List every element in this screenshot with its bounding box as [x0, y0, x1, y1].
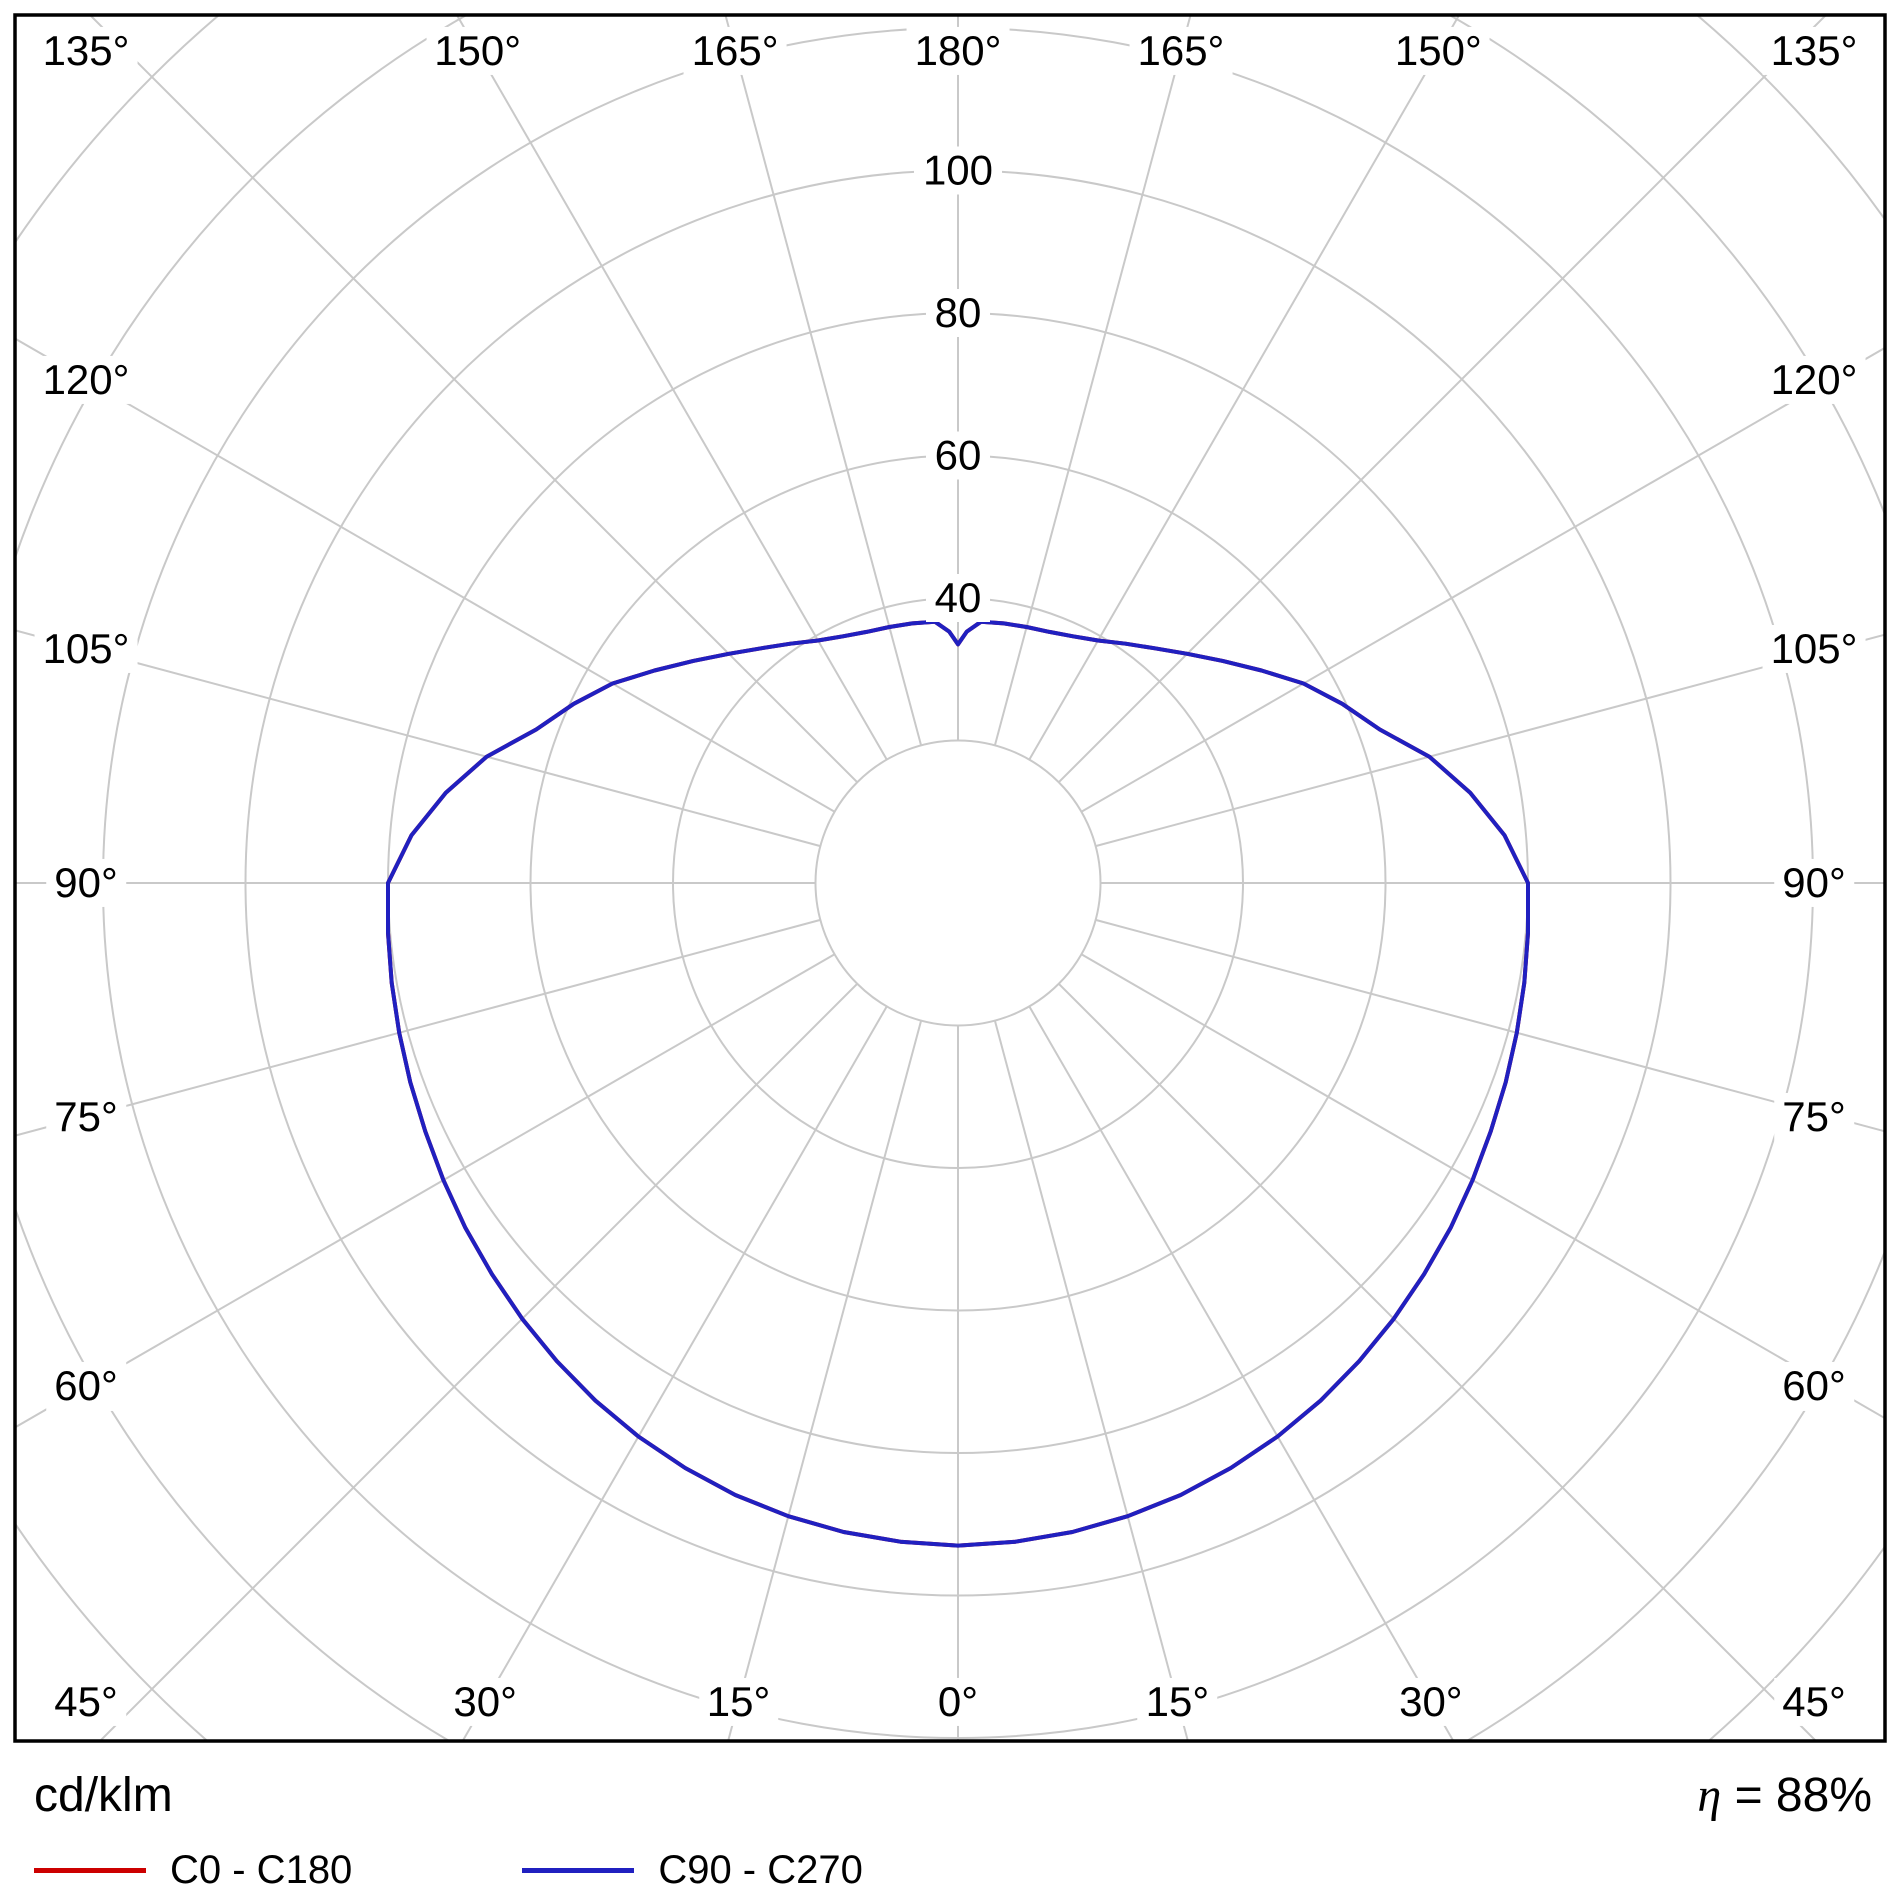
- radial-tick-bg-40: [926, 574, 990, 622]
- grid-spoke-345: [727, 1020, 923, 1741]
- legend: C0 - C180 C90 - C270: [34, 1848, 1033, 1893]
- grid-spoke-315: [98, 983, 858, 1741]
- gamma-label-left-90: 90°: [46, 858, 126, 908]
- efficiency-label: η = 88%: [1697, 1768, 1872, 1823]
- legend-label-c0-c180: C0 - C180: [170, 1848, 353, 1892]
- grid-spoke-330: [461, 1005, 888, 1741]
- radial-tick-label-60: 60: [935, 432, 982, 479]
- gamma-label-left-30: 30°: [445, 1677, 525, 1727]
- grid-spoke-255: [15, 629, 821, 848]
- grid-spoke-240: [15, 337, 836, 813]
- grid-spoke-45: [1058, 983, 1818, 1741]
- gamma-label-right-180: 180°: [906, 26, 1010, 76]
- grid-spoke-105: [1095, 633, 1885, 848]
- grid-spoke-225: [88, 15, 858, 783]
- gamma-label-right-150: 150°: [1386, 26, 1490, 76]
- gamma-label-right-165: 165°: [1129, 26, 1233, 76]
- curve-c90-c270: [386, 619, 1530, 1548]
- eta-value: = 88%: [1734, 1769, 1872, 1822]
- radial-tick-bg-80: [926, 289, 990, 337]
- gamma-label-right-135: 135°: [1762, 26, 1866, 76]
- grid-spoke-210: [455, 15, 888, 761]
- gamma-label-left-45: 45°: [46, 1677, 126, 1727]
- gamma-label-right-75: 75°: [1774, 1092, 1854, 1141]
- legend-item-c90-c270: C90 - C270: [522, 1848, 863, 1893]
- gamma-label-right-0: 0°: [929, 1677, 987, 1727]
- legend-line-c90-c270: [522, 1868, 635, 1873]
- gamma-label-left-150: 150°: [426, 26, 530, 76]
- radial-tick-label-100: 100: [923, 147, 993, 194]
- eta-symbol: η: [1697, 1769, 1722, 1822]
- gamma-label-left-60: 60°: [46, 1362, 126, 1411]
- gamma-label-right-45: 45°: [1774, 1677, 1854, 1727]
- grid-circle-20: [814, 739, 1102, 1027]
- legend-label-c90-c270: C90 - C270: [658, 1848, 863, 1892]
- grid-spoke-60: [1080, 953, 1885, 1420]
- gamma-label-right-15: 15°: [1137, 1677, 1218, 1727]
- grid-spoke-300: [15, 953, 836, 1429]
- radial-tick-bg-60: [926, 431, 990, 480]
- grid-spoke-195: [724, 15, 923, 746]
- legend-line-c0-c180: [34, 1868, 146, 1873]
- grid-spoke-135: [1058, 15, 1828, 783]
- gamma-label-left-135: 135°: [34, 26, 138, 76]
- gamma-label-right-120: 120°: [1762, 355, 1866, 404]
- gamma-label-right-30: 30°: [1391, 1677, 1471, 1727]
- gamma-label-left-120: 120°: [34, 355, 138, 404]
- radial-tick-label-80: 80: [935, 289, 982, 336]
- gamma-label-left-15: 15°: [698, 1677, 779, 1727]
- gamma-label-left-165: 165°: [683, 26, 787, 76]
- gamma-label-left-75: 75°: [46, 1092, 126, 1141]
- legend-item-c0-c180: C0 - C180: [34, 1848, 352, 1893]
- grid-spoke-165: [993, 15, 1192, 746]
- grid-spoke-120: [1080, 346, 1885, 813]
- gamma-label-right-60: 60°: [1774, 1362, 1854, 1411]
- grid-spoke-30: [1028, 1005, 1455, 1741]
- grid-spoke-15: [993, 1020, 1189, 1741]
- grid-spoke-285: [15, 918, 821, 1137]
- gamma-label-right-105: 105°: [1762, 625, 1866, 674]
- grid-spoke-150: [1028, 15, 1461, 761]
- radial-tick-label-40: 40: [935, 574, 982, 621]
- chart-frame: [13, 13, 1887, 1743]
- gamma-label-right-90: 90°: [1774, 858, 1854, 908]
- radial-tick-bg-100: [914, 146, 1002, 195]
- grid-spoke-75: [1095, 918, 1885, 1133]
- unit-label: cd/klm: [34, 1769, 173, 1822]
- gamma-label-left-105: 105°: [34, 625, 138, 674]
